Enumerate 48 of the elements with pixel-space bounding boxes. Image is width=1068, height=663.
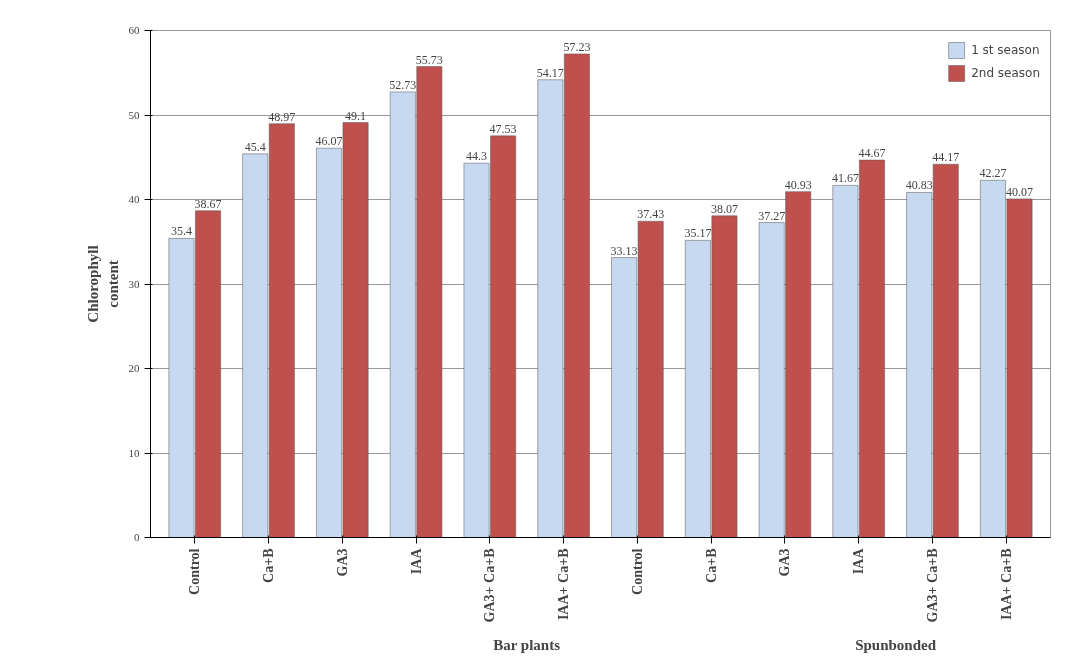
y-tick-label: 50 bbox=[128, 108, 140, 121]
x-tick-label: IAA+ Ca+B bbox=[998, 548, 1014, 621]
data-label: 45.4 bbox=[244, 139, 266, 154]
data-label: 44.3 bbox=[466, 149, 488, 164]
x-tick-label: IAA bbox=[851, 547, 867, 575]
data-label: 57.23 bbox=[563, 39, 591, 54]
x-tick-label: Control bbox=[187, 548, 203, 595]
data-label: 42.27 bbox=[979, 166, 1007, 181]
x-tick-label: GA3+ Ca+B bbox=[924, 548, 940, 623]
data-label: 37.27 bbox=[758, 208, 786, 223]
x-tick-label: Control bbox=[629, 548, 645, 595]
data-label: 40.83 bbox=[905, 178, 933, 193]
data-label: 33.13 bbox=[610, 243, 638, 258]
data-label: 55.73 bbox=[415, 52, 443, 67]
y-tick-label: 0 bbox=[134, 531, 140, 543]
data-label: 49.1 bbox=[345, 108, 367, 123]
legend-label: 2nd season bbox=[971, 66, 1040, 80]
y-tick-label: 40 bbox=[128, 193, 140, 205]
data-label: 40.93 bbox=[784, 177, 812, 192]
data-label: 47.53 bbox=[489, 121, 517, 136]
y-tick-label: 10 bbox=[128, 446, 140, 459]
data-label: 46.07 bbox=[315, 134, 343, 149]
data-label: 38.67 bbox=[194, 196, 222, 211]
data-label: 41.67 bbox=[831, 171, 859, 186]
x-tick-label: GA3 bbox=[334, 548, 350, 577]
y-tick-label: 60 bbox=[128, 24, 140, 36]
data-label: 35.17 bbox=[684, 226, 712, 241]
legend-label: 1 st season bbox=[971, 43, 1040, 57]
data-label: 48.97 bbox=[268, 109, 296, 124]
data-label: 52.73 bbox=[389, 77, 417, 92]
x-tick-label: Ca+B bbox=[261, 548, 277, 583]
x-tick-label: IAA bbox=[408, 547, 424, 575]
text: Bar plants bbox=[493, 636, 561, 653]
y-axis-title: Chlorophyll content bbox=[85, 245, 121, 323]
data-label: 40.07 bbox=[1006, 184, 1034, 199]
data-label: 38.07 bbox=[710, 201, 738, 216]
y-tick-label: 20 bbox=[128, 362, 140, 374]
data-label: 44.67 bbox=[858, 146, 886, 161]
x-tick-label: GA3 bbox=[777, 548, 793, 577]
data-label: 35.4 bbox=[170, 224, 192, 239]
x-tick-label: IAA+ Ca+B bbox=[556, 548, 572, 621]
data-label: 44.17 bbox=[932, 150, 960, 165]
x-tick-label: GA3+ Ca+B bbox=[482, 548, 498, 623]
data-label: 37.43 bbox=[637, 207, 665, 222]
x-tick-label: Ca+B bbox=[703, 548, 719, 583]
data-label: 54.17 bbox=[536, 65, 564, 80]
y-tick-label: 30 bbox=[128, 277, 140, 290]
text: Spunbonded bbox=[855, 636, 937, 653]
